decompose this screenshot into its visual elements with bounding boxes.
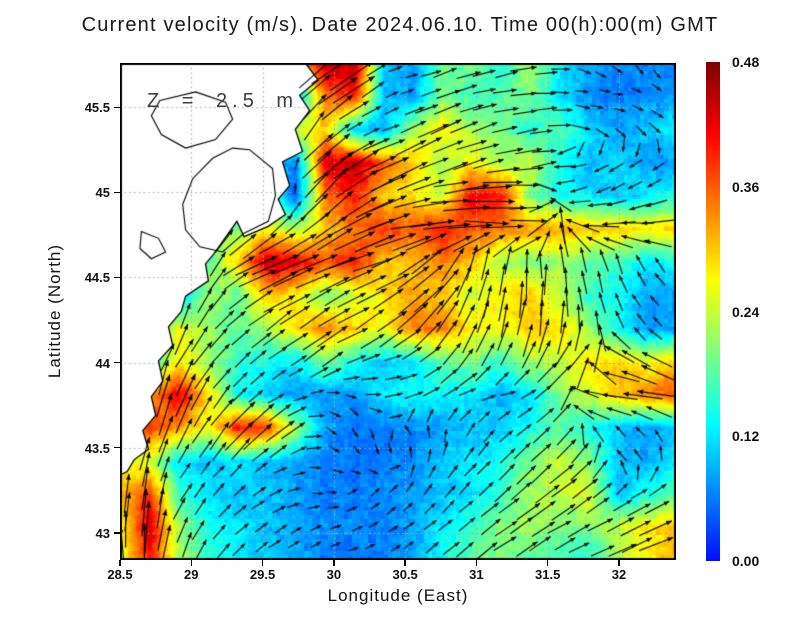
colorbar-tick-label: 0.48 bbox=[732, 54, 760, 70]
y-tick-label: 43.5 bbox=[84, 440, 110, 456]
y-axis-tick bbox=[114, 361, 120, 364]
y-axis-tick bbox=[114, 191, 120, 194]
y-axis-tick bbox=[114, 446, 120, 449]
x-axis-tick bbox=[119, 560, 121, 566]
x-tick-label: 31 bbox=[469, 567, 484, 582]
x-axis-tick bbox=[546, 560, 549, 566]
x-axis-tick bbox=[475, 560, 478, 566]
x-tick-label: 29.5 bbox=[249, 567, 276, 582]
x-tick-label: 29 bbox=[184, 567, 199, 582]
x-tick-label: 28.5 bbox=[107, 567, 133, 582]
x-tick-label: 30.5 bbox=[392, 567, 418, 582]
x-tick-label: 30 bbox=[326, 567, 342, 582]
x-tick-label: 32 bbox=[611, 567, 627, 582]
chart-title: Current velocity (m/s). Date 2024.06.10.… bbox=[81, 14, 719, 36]
y-tick-label: 45 bbox=[95, 185, 110, 201]
y-tick-label: 44.5 bbox=[84, 270, 110, 286]
y-axis-label: Latitude (North) bbox=[45, 243, 64, 379]
y-axis-tick bbox=[114, 532, 120, 534]
y-axis-tick bbox=[114, 276, 120, 279]
colorbar-tick-label: 0.24 bbox=[732, 303, 760, 320]
colorbar-gradient bbox=[706, 62, 720, 561]
x-axis-tick bbox=[618, 560, 620, 566]
y-axis-tick bbox=[114, 106, 120, 108]
velocity-map-canvas bbox=[120, 63, 676, 560]
x-tick-label: 31.5 bbox=[535, 567, 561, 582]
x-axis-tick bbox=[190, 560, 193, 566]
colorbar-tick-label: 0.00 bbox=[732, 553, 760, 569]
x-axis-tick bbox=[261, 560, 264, 566]
x-axis-label: Longitude (East) bbox=[327, 586, 469, 605]
depth-annotation: Z = 2.5 m bbox=[147, 90, 299, 112]
x-axis-tick bbox=[333, 560, 335, 566]
y-tick-label: 43 bbox=[95, 525, 110, 541]
x-axis-tick bbox=[404, 560, 406, 566]
colorbar-tick-label: 0.12 bbox=[732, 428, 760, 445]
colorbar-tick-label: 0.36 bbox=[732, 178, 760, 195]
y-tick-label: 45.5 bbox=[84, 100, 110, 116]
y-tick-label: 44 bbox=[95, 355, 110, 371]
